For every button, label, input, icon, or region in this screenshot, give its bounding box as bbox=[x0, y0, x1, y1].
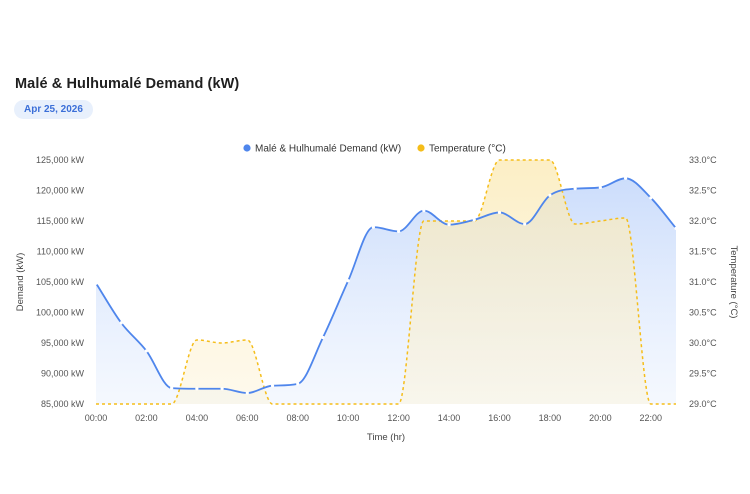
y-tick-label: 95,000 kW bbox=[41, 338, 85, 348]
demand-point[interactable] bbox=[220, 387, 224, 391]
demand-point[interactable] bbox=[497, 210, 502, 215]
y-tick-label: 115,000 kW bbox=[37, 216, 85, 226]
legend-temperature-label: Temperature (°C) bbox=[429, 144, 506, 155]
legend-demand-label: Malé & Hulhumalé Demand (kW) bbox=[255, 144, 401, 155]
y-tick-label: 85,000 kW bbox=[41, 399, 85, 409]
legend-demand-marker bbox=[243, 144, 251, 152]
demand-point[interactable] bbox=[245, 391, 249, 395]
y2-tick-label: 29.0°C bbox=[689, 399, 717, 409]
y2-tick-label: 31.5°C bbox=[689, 247, 717, 257]
chart-points bbox=[94, 176, 678, 395]
demand-point[interactable] bbox=[674, 226, 678, 230]
demand-point[interactable] bbox=[346, 279, 350, 283]
x-tick-label: 00:00 bbox=[85, 413, 108, 423]
demand-point[interactable] bbox=[523, 222, 527, 226]
demand-point[interactable] bbox=[649, 196, 653, 200]
demand-point[interactable] bbox=[195, 387, 199, 391]
y2-axis-ticks: 29.0°C 29.5°C 30.0°C 30.5°C 31.0°C 31.5°C 32.0… bbox=[689, 155, 717, 409]
y-tick-label: 100,000 kW bbox=[36, 308, 85, 318]
demand-point[interactable] bbox=[321, 335, 325, 340]
y2-tick-label: 32.5°C bbox=[689, 186, 717, 196]
demand-point[interactable] bbox=[623, 176, 628, 180]
demand-point[interactable] bbox=[170, 386, 174, 390]
x-tick-label: 04:00 bbox=[186, 413, 209, 423]
y-axis-title: Demand (kW) bbox=[15, 253, 26, 312]
demand-point[interactable] bbox=[573, 187, 577, 191]
demand-point[interactable] bbox=[472, 218, 476, 222]
x-tick-label: 18:00 bbox=[539, 413, 562, 423]
date-badge[interactable]: Apr 25, 2026 bbox=[14, 100, 93, 119]
x-tick-label: 02:00 bbox=[135, 413, 158, 423]
x-tick-label: 08:00 bbox=[286, 413, 309, 423]
demand-point[interactable] bbox=[422, 209, 426, 213]
x-tick-label: 10:00 bbox=[337, 413, 360, 423]
page-title: Malé & Hulhumalé Demand (kW) bbox=[15, 76, 240, 92]
y-tick-label: 120,000 kW bbox=[36, 186, 85, 196]
demand-point[interactable] bbox=[447, 223, 451, 227]
y-tick-label: 110,000 kW bbox=[37, 247, 85, 257]
demand-point[interactable] bbox=[94, 281, 98, 285]
x-tick-label: 22:00 bbox=[640, 413, 663, 423]
demand-point[interactable] bbox=[270, 384, 275, 388]
demand-point[interactable] bbox=[119, 321, 123, 325]
y2-axis-title: Temperature (°C) bbox=[728, 246, 739, 319]
legend[interactable]: Malé & Hulhumalé Demand (kW) Temperature… bbox=[243, 144, 506, 155]
y2-tick-label: 30.0°C bbox=[689, 338, 717, 348]
x-tick-label: 06:00 bbox=[236, 413, 259, 423]
chart-areas bbox=[96, 160, 676, 404]
y-tick-label: 125,000 kW bbox=[36, 155, 85, 165]
legend-item-temperature[interactable]: Temperature (°C) bbox=[417, 144, 506, 155]
demand-point[interactable] bbox=[397, 229, 401, 233]
x-tick-label: 12:00 bbox=[387, 413, 410, 423]
x-axis-title: Time (hr) bbox=[367, 432, 405, 443]
legend-item-demand[interactable]: Malé & Hulhumalé Demand (kW) bbox=[243, 144, 401, 155]
x-tick-label: 16:00 bbox=[488, 413, 511, 423]
demand-point[interactable] bbox=[548, 193, 552, 197]
demand-point[interactable] bbox=[598, 185, 602, 190]
temperature-line[interactable] bbox=[95, 159, 676, 405]
x-axis-ticks: 00:00 02:00 04:00 06:00 08:00 10:00 12:00 14:00… bbox=[85, 413, 662, 423]
y2-tick-label: 30.5°C bbox=[689, 308, 717, 318]
x-tick-label: 20:00 bbox=[589, 413, 612, 423]
y2-tick-label: 32.0°C bbox=[689, 216, 717, 226]
demand-point[interactable] bbox=[371, 225, 375, 229]
legend-temperature-marker bbox=[417, 144, 425, 152]
x-tick-label: 14:00 bbox=[438, 413, 461, 423]
y2-tick-label: 33.0°C bbox=[689, 155, 717, 165]
y-tick-label: 105,000 kW bbox=[36, 277, 85, 287]
demand-point[interactable] bbox=[144, 349, 149, 353]
y2-tick-label: 31.0°C bbox=[689, 277, 717, 287]
demand-point[interactable] bbox=[296, 382, 300, 386]
y-tick-label: 90,000 kW bbox=[41, 369, 85, 379]
y-axis-ticks: 85,000 kW 90,000 kW 95,000 kW 100,000 kW 105… bbox=[36, 155, 85, 409]
y2-tick-label: 29.5°C bbox=[689, 369, 717, 379]
